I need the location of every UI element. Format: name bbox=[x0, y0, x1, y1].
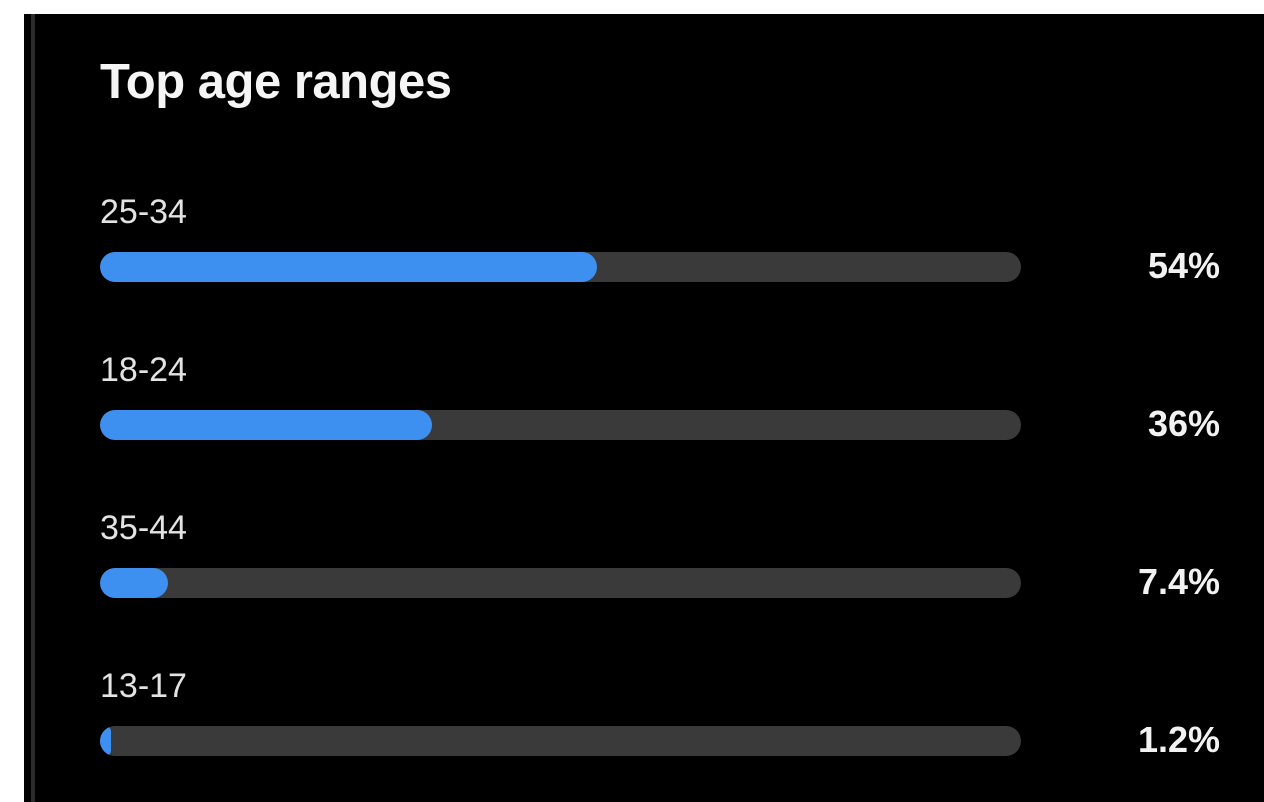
bar-track bbox=[100, 568, 1021, 598]
bar-fill bbox=[100, 410, 432, 440]
bar-track bbox=[100, 252, 1021, 282]
age-ranges-card: Top age ranges 25-34 54% 18-24 36% 35-44… bbox=[24, 14, 1264, 802]
card-title: Top age ranges bbox=[100, 55, 452, 109]
age-range-label: 18-24 bbox=[100, 351, 187, 389]
bar-track bbox=[100, 410, 1021, 440]
age-range-row: 35-44 7.4% bbox=[100, 508, 1240, 618]
bar-track bbox=[100, 726, 1021, 756]
age-range-label: 25-34 bbox=[100, 193, 187, 231]
bar-fill bbox=[100, 568, 168, 598]
age-range-row: 18-24 36% bbox=[100, 350, 1240, 460]
age-range-row: 13-17 1.2% bbox=[100, 666, 1240, 776]
age-range-percent: 7.4% bbox=[1137, 561, 1220, 602]
bar-fill bbox=[100, 726, 111, 756]
age-range-label: 35-44 bbox=[100, 509, 187, 547]
age-range-percent: 36% bbox=[1147, 403, 1220, 444]
age-range-percent: 1.2% bbox=[1137, 719, 1220, 760]
age-range-label: 13-17 bbox=[100, 667, 187, 705]
age-range-percent: 54% bbox=[1147, 245, 1220, 286]
bar-fill bbox=[100, 252, 597, 282]
left-divider bbox=[31, 14, 35, 802]
age-range-row: 25-34 54% bbox=[100, 192, 1240, 302]
